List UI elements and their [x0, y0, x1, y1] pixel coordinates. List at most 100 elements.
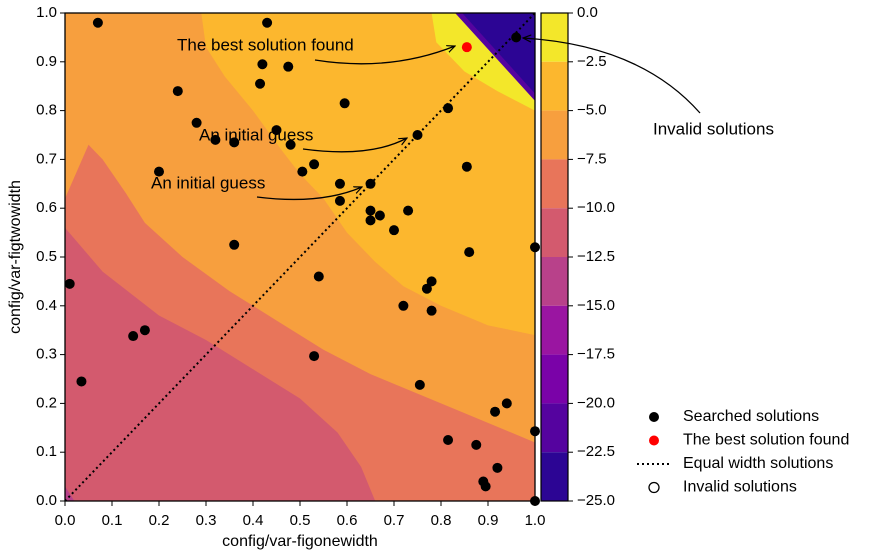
point: [76, 376, 87, 387]
legend-label: Equal width solutions: [683, 455, 833, 472]
contour-band: [65, 227, 376, 501]
point: [403, 205, 414, 216]
y-tick-label: 0.4: [36, 297, 57, 314]
y-tick-label: 0.5: [36, 248, 57, 265]
point: [271, 125, 282, 136]
point: [92, 17, 103, 28]
annotation: Invalid solutions: [653, 119, 774, 138]
colorbar-band: [541, 208, 568, 257]
point: [490, 406, 501, 417]
x-tick-label: 0.2: [149, 512, 170, 529]
colorbar-tick-label: −20.0: [577, 394, 615, 411]
point: [365, 205, 376, 216]
x-tick-label: 0.4: [243, 512, 264, 529]
x-axis-label: config/var-figonewidth: [222, 533, 378, 550]
colorbar-tick-label: −17.5: [577, 346, 615, 363]
point: [255, 78, 266, 89]
point: [501, 398, 512, 409]
point: [461, 42, 472, 53]
y-tick-label: 0.2: [36, 394, 57, 411]
x-tick-label: 0.1: [102, 512, 123, 529]
point: [334, 195, 345, 206]
x-tick-label: 0.8: [431, 512, 452, 529]
point: [297, 166, 308, 177]
y-tick-label: 0.1: [36, 443, 57, 460]
y-tick-label: 0.0: [36, 492, 57, 509]
colorbar-band: [541, 354, 568, 404]
colorbar-band: [541, 305, 568, 355]
point: [339, 98, 350, 109]
legend-marker: [649, 412, 659, 422]
point: [309, 351, 320, 362]
point: [309, 159, 320, 170]
y-tick-label: 0.3: [36, 346, 57, 363]
legend-marker: [649, 435, 659, 446]
point: [426, 305, 437, 316]
point: [412, 130, 423, 140]
legend-label: The best solution found: [683, 432, 849, 449]
point: [414, 379, 425, 390]
legend-marker: [648, 481, 660, 494]
point: [398, 300, 409, 311]
colorbar-band: [541, 61, 568, 111]
point: [229, 137, 240, 148]
point: [461, 161, 472, 172]
y-tick-label: 0.8: [36, 102, 57, 119]
point: [365, 215, 376, 226]
point: [229, 239, 240, 250]
colorbar-band: [541, 403, 568, 453]
colorbar-band: [541, 110, 568, 160]
colorbar-tick-label: −7.5: [577, 150, 607, 167]
colorbar-band: [541, 257, 568, 306]
annotation: An initial guess: [151, 173, 265, 192]
point: [139, 325, 150, 336]
point: [530, 496, 540, 506]
legend-label: Searched solutions: [683, 408, 819, 425]
point: [365, 178, 376, 189]
point: [492, 462, 503, 473]
point: [389, 225, 399, 236]
colorbar-tick-label: −10.0: [577, 199, 615, 216]
point: [210, 134, 221, 145]
x-tick-label: 1.0: [525, 512, 546, 529]
point: [471, 439, 482, 450]
colorbar-tick-label: 0.0: [577, 4, 598, 21]
point: [283, 61, 294, 72]
contour-band: [65, 486, 75, 501]
colorbar-tick-label: −12.5: [577, 248, 615, 265]
x-tick-label: 0.0: [55, 512, 76, 529]
point: [443, 103, 454, 114]
colorbar-tick-label: −22.5: [577, 443, 615, 460]
point: [191, 117, 202, 128]
annotation: An initial guess: [199, 125, 313, 144]
point: [511, 32, 522, 43]
point: [64, 278, 75, 289]
point: [530, 242, 540, 253]
points: [64, 17, 540, 506]
point: [128, 331, 139, 342]
point: [154, 166, 164, 177]
point: [334, 178, 345, 189]
point: [426, 276, 437, 287]
colorbar-tick-label: −5.0: [577, 102, 607, 119]
point: [257, 59, 268, 70]
legend-label: Invalid solutions: [683, 479, 797, 496]
y-axis-label: config/var-figtwowidth: [7, 180, 24, 334]
y-tick-label: 1.0: [36, 4, 57, 21]
point: [530, 426, 540, 437]
point: [374, 210, 385, 221]
colorbar-tick-label: −2.5: [577, 53, 607, 70]
point: [262, 17, 273, 28]
x-tick-label: 0.7: [384, 512, 405, 529]
colorbar-band: [541, 452, 568, 501]
y-tick-label: 0.6: [36, 199, 57, 216]
y-tick-label: 0.9: [36, 53, 57, 70]
annotation: The best solution found: [177, 35, 354, 54]
point: [480, 481, 491, 492]
annotation-arrow: [314, 46, 455, 65]
point: [313, 271, 324, 282]
x-tick-label: 0.6: [337, 512, 358, 529]
annotation-arrow: [256, 187, 362, 201]
colorbar-band: [541, 13, 568, 62]
